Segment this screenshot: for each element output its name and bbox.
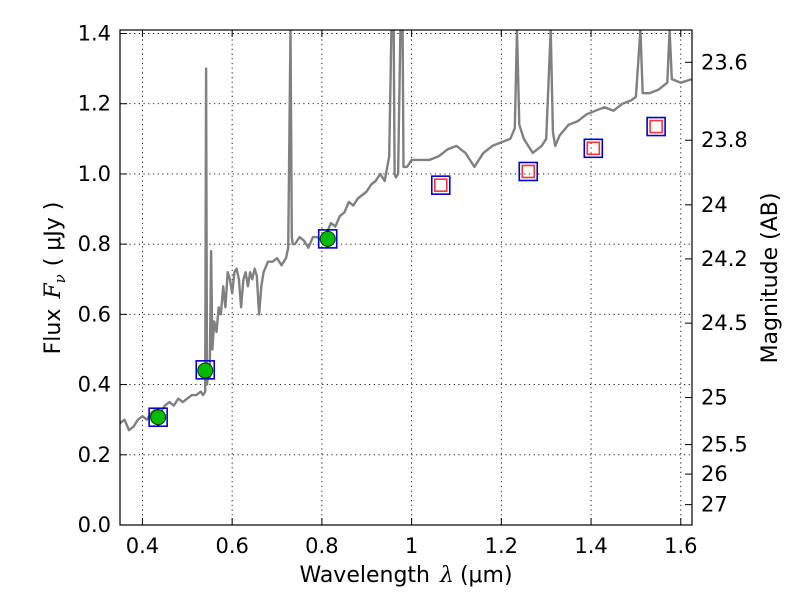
y-tick-label: 1.0 xyxy=(78,162,111,186)
y2-tick-label: 23.6 xyxy=(701,50,748,74)
y2-tick-label: 24 xyxy=(701,193,728,217)
y-axis-label: FluxFν( μJy ) xyxy=(41,202,69,355)
model-magnitude-square xyxy=(583,138,604,159)
y2-tick-label: 24.2 xyxy=(701,247,748,271)
y-tick-label: 0.0 xyxy=(78,513,111,537)
y-tick-label: 0.2 xyxy=(78,443,111,467)
predicted-flux-square xyxy=(586,141,601,156)
x-tick-label: 0.6 xyxy=(215,534,248,558)
model-magnitude-square xyxy=(430,175,451,195)
y2-tick-label: 27 xyxy=(701,493,728,517)
photometry-point xyxy=(319,230,336,247)
x-tick-label: 1.2 xyxy=(485,534,518,558)
x-axis-ticks: 0.4 0.6 0.8 1 1.2 1.4 1.6 xyxy=(126,30,697,558)
y2-tick-label: 26 xyxy=(701,462,728,486)
y2-tick-label: 25 xyxy=(701,386,728,410)
marker-layer xyxy=(148,116,666,428)
model-magnitude-square xyxy=(646,116,666,137)
y-tick-label: 1.2 xyxy=(78,92,111,116)
model-magnitude-square xyxy=(518,161,539,182)
x-tick-label: 1.6 xyxy=(664,534,697,558)
y-tick-label: 0.6 xyxy=(78,302,111,326)
y-tick-label: 0.8 xyxy=(78,232,111,256)
predicted-flux-square xyxy=(649,119,663,134)
y-tick-label: 0.4 xyxy=(78,373,111,397)
y2-axis-ticks: 23.6 23.8 24 24.2 24.5 25 25.5 26 27 xyxy=(685,50,748,517)
x-tick-label: 0.8 xyxy=(305,534,338,558)
y-axis-ticks: 0.0 0.2 0.4 0.6 0.8 1.0 1.2 1.4 xyxy=(78,22,127,537)
model-magnitude-square xyxy=(148,407,168,428)
photometry-point xyxy=(197,362,214,379)
x-tick-label: 1.4 xyxy=(574,534,607,558)
y2-tick-label: 23.8 xyxy=(701,128,748,152)
y2-axis-label: Magnitude (AB) xyxy=(758,193,783,364)
y2-tick-label: 25.5 xyxy=(701,433,748,457)
y2-tick-label: 24.5 xyxy=(701,311,748,335)
x-tick-label: 1 xyxy=(405,534,418,558)
predicted-flux-square xyxy=(521,164,536,179)
model-magnitude-square xyxy=(195,360,216,380)
predicted-flux-square xyxy=(433,178,448,192)
plot-frame xyxy=(119,29,693,526)
model-magnitude-square xyxy=(317,229,338,249)
x-tick-label: 0.4 xyxy=(126,534,159,558)
y-tick-label: 1.4 xyxy=(78,22,111,46)
x-axis-label: Wavelength λ (μm) xyxy=(299,563,512,588)
photometry-point xyxy=(150,409,167,426)
